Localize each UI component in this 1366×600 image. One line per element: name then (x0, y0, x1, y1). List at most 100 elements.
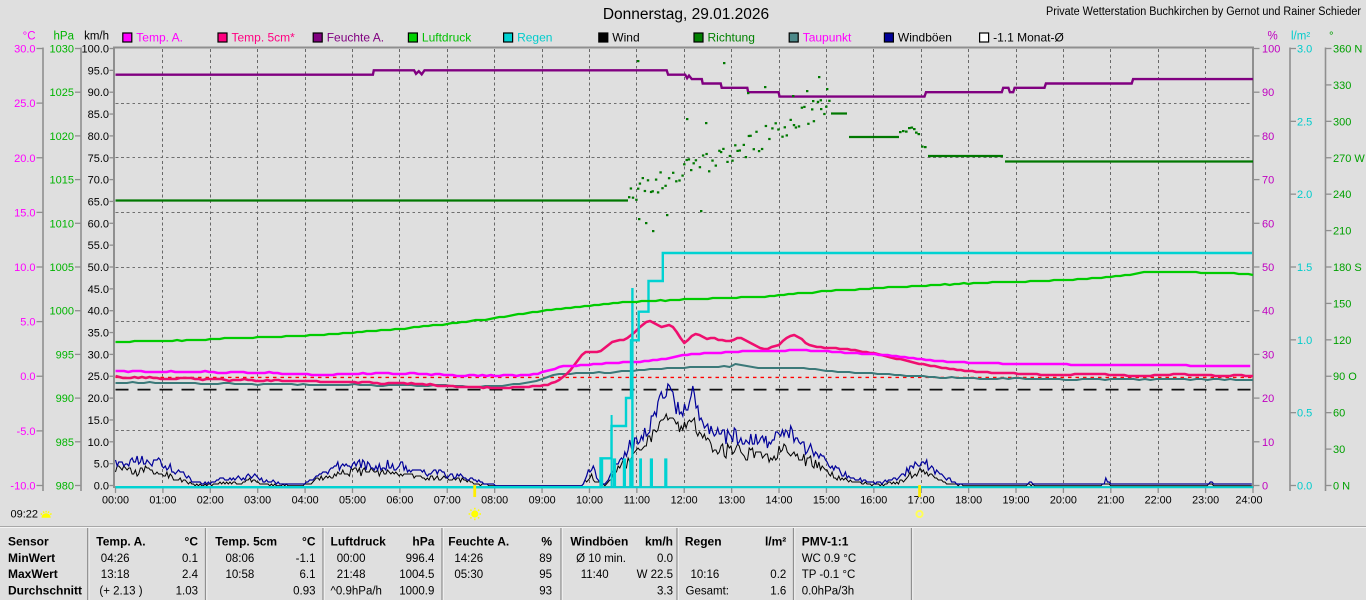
svg-text:30.0: 30.0 (88, 349, 109, 361)
svg-text:03:00: 03:00 (244, 495, 271, 507)
svg-text:02:00: 02:00 (197, 495, 224, 507)
svg-text:1015: 1015 (50, 175, 74, 187)
svg-text:80: 80 (1262, 131, 1274, 143)
svg-text:00:00: 00:00 (337, 553, 366, 565)
svg-text:100: 100 (1262, 44, 1280, 56)
svg-text:0.0: 0.0 (657, 553, 673, 565)
svg-text:23:00: 23:00 (1192, 495, 1219, 507)
svg-text:0.5: 0.5 (1297, 408, 1312, 420)
svg-text:10.0: 10.0 (14, 262, 35, 274)
svg-text:2.4: 2.4 (182, 569, 199, 581)
svg-text:10.0: 10.0 (88, 437, 109, 449)
svg-text:05:30: 05:30 (454, 569, 483, 581)
svg-text:2.0: 2.0 (1297, 189, 1312, 201)
svg-text:°C: °C (302, 535, 316, 549)
svg-text:Temp. A.: Temp. A. (96, 535, 145, 549)
svg-text:15:00: 15:00 (813, 495, 840, 507)
svg-text:3.0: 3.0 (1297, 44, 1312, 56)
svg-text:0.0: 0.0 (20, 371, 35, 383)
svg-text:60: 60 (1333, 408, 1345, 420)
svg-text:PMV-1:1: PMV-1:1 (802, 535, 849, 549)
svg-text:12:00: 12:00 (671, 495, 698, 507)
svg-text:65.0: 65.0 (88, 197, 109, 209)
svg-text:16:00: 16:00 (860, 495, 887, 507)
svg-text:06:00: 06:00 (386, 495, 413, 507)
svg-text:1010: 1010 (50, 218, 74, 230)
svg-text:05:00: 05:00 (339, 495, 366, 507)
svg-text:14:00: 14:00 (765, 495, 792, 507)
svg-text:21:00: 21:00 (1097, 495, 1124, 507)
svg-text:°C: °C (185, 535, 199, 549)
svg-text:14:26: 14:26 (454, 553, 483, 565)
svg-text:80.0: 80.0 (88, 131, 109, 143)
svg-text:100.0: 100.0 (81, 44, 109, 56)
svg-text:2.5: 2.5 (1297, 116, 1312, 128)
svg-text:15.0: 15.0 (14, 207, 35, 219)
svg-text:85.0: 85.0 (88, 109, 109, 121)
svg-text:10:58: 10:58 (226, 569, 255, 581)
svg-text:990: 990 (56, 393, 74, 405)
svg-text:Luftdruck: Luftdruck (331, 535, 387, 549)
svg-text:35.0: 35.0 (88, 328, 109, 340)
svg-text:3.3: 3.3 (657, 586, 673, 598)
svg-text:50.0: 50.0 (88, 262, 109, 274)
svg-text:01:00: 01:00 (149, 495, 176, 507)
svg-text:10:00: 10:00 (576, 495, 603, 507)
svg-text:04:00: 04:00 (292, 495, 319, 507)
svg-text:Wind: Wind (612, 31, 639, 45)
svg-text:hPa: hPa (54, 31, 75, 43)
svg-text:93: 93 (539, 586, 552, 598)
svg-text:09:22: 09:22 (11, 509, 39, 521)
svg-text:%: % (1268, 31, 1278, 43)
svg-text:-1.1 Monat-Ø: -1.1 Monat-Ø (993, 31, 1064, 45)
svg-text:0: 0 (1262, 481, 1268, 493)
svg-text:5.0: 5.0 (20, 317, 35, 329)
svg-text:95.0: 95.0 (88, 65, 109, 77)
svg-text:985: 985 (56, 437, 74, 449)
svg-text:40: 40 (1262, 306, 1274, 318)
svg-text:Ø 10 min.: Ø 10 min. (576, 553, 626, 565)
svg-text:1.6: 1.6 (770, 586, 786, 598)
svg-text:45.0: 45.0 (88, 284, 109, 296)
svg-text:5.0: 5.0 (94, 459, 109, 471)
svg-text:Gesamt:: Gesamt: (686, 586, 729, 598)
svg-text:1.03: 1.03 (176, 586, 198, 598)
svg-text:89: 89 (539, 553, 552, 565)
svg-text:1.5: 1.5 (1297, 262, 1312, 274)
svg-text:180 S: 180 S (1333, 262, 1362, 274)
svg-text:30.0: 30.0 (14, 44, 35, 56)
svg-text:08:00: 08:00 (481, 495, 508, 507)
svg-text:Feuchte A.: Feuchte A. (448, 535, 509, 549)
svg-text:08:06: 08:06 (226, 553, 255, 565)
svg-text:0.1: 0.1 (182, 553, 198, 565)
svg-text:0.0hPa/3h: 0.0hPa/3h (802, 586, 854, 598)
svg-text:Regen: Regen (517, 31, 552, 45)
svg-text:120: 120 (1333, 335, 1351, 347)
svg-text:75.0: 75.0 (88, 153, 109, 165)
svg-text:22:00: 22:00 (1145, 495, 1172, 507)
svg-text:07:00: 07:00 (434, 495, 461, 507)
svg-text:Private Wetterstation Buchkirc: Private Wetterstation Buchkirchen by Ger… (1046, 6, 1361, 18)
svg-text:20.0: 20.0 (88, 393, 109, 405)
svg-text:(+ 2.13 ): (+ 2.13 ) (99, 586, 142, 598)
svg-text:330: 330 (1333, 80, 1351, 92)
svg-text:10:16: 10:16 (691, 569, 720, 581)
svg-text:l/m²: l/m² (1291, 31, 1310, 43)
svg-text:0.2: 0.2 (770, 569, 786, 581)
svg-text:18:00: 18:00 (955, 495, 982, 507)
svg-text:25.0: 25.0 (14, 98, 35, 110)
svg-text:00:00: 00:00 (102, 495, 129, 507)
svg-text:Regen: Regen (685, 535, 722, 549)
svg-text:50: 50 (1262, 262, 1274, 274)
svg-text:1005: 1005 (50, 262, 74, 274)
svg-text:0 N: 0 N (1333, 481, 1350, 493)
svg-text:MaxWert: MaxWert (8, 567, 58, 581)
svg-text:90 O: 90 O (1333, 371, 1357, 383)
svg-text:1025: 1025 (50, 87, 74, 99)
svg-text:1000.9: 1000.9 (399, 586, 434, 598)
svg-text:20:00: 20:00 (1050, 495, 1077, 507)
svg-text:21:48: 21:48 (337, 569, 366, 581)
svg-text:30: 30 (1333, 444, 1345, 456)
svg-text:-10.0: -10.0 (10, 481, 35, 493)
svg-text:km/h: km/h (84, 31, 109, 43)
